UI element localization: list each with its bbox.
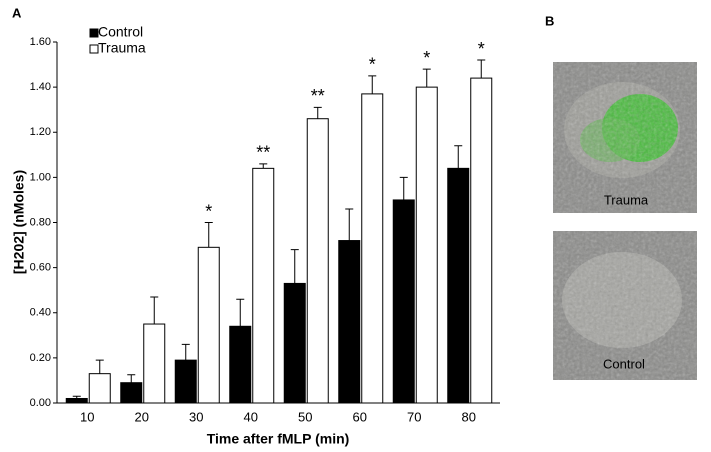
bar xyxy=(88,373,111,404)
significance-marker: * xyxy=(369,55,376,75)
bar xyxy=(252,167,275,404)
legend-swatch xyxy=(89,28,99,38)
error-bar xyxy=(290,249,299,284)
x-tick-label: 10 xyxy=(80,409,94,424)
significance-marker: * xyxy=(478,39,485,59)
y-axis-title: [H202] (nMoles) xyxy=(11,170,27,274)
bar xyxy=(338,240,361,404)
y-tick-label: 0.60 xyxy=(30,262,51,274)
significance-marker: * xyxy=(423,48,430,68)
error-bar xyxy=(127,374,136,383)
y-tick-label: 0.80 xyxy=(30,216,51,228)
y-tick-label: 1.00 xyxy=(30,171,51,183)
y-tick-label: 1.20 xyxy=(30,126,51,138)
x-tick-label: 30 xyxy=(189,409,203,424)
legend-label: Control xyxy=(98,24,143,40)
error-bar xyxy=(72,395,81,399)
bar xyxy=(447,167,470,404)
significance-marker: * xyxy=(205,201,212,221)
bar xyxy=(143,323,166,404)
bar xyxy=(229,325,252,404)
error-bar xyxy=(345,208,354,241)
y-tick-label: 0.20 xyxy=(30,352,51,364)
bar xyxy=(120,382,143,404)
bar xyxy=(306,118,329,404)
error-bar xyxy=(95,359,104,374)
x-tick-label: 40 xyxy=(244,409,258,424)
y-tick-label: 0.40 xyxy=(30,307,51,319)
x-tick-label: 50 xyxy=(298,409,312,424)
y-tick-label: 1.40 xyxy=(30,81,51,93)
error-bar xyxy=(422,68,431,88)
error-bar xyxy=(454,145,463,169)
bar xyxy=(415,86,438,404)
image-caption: Trauma xyxy=(604,192,649,207)
significance-marker: ** xyxy=(256,143,270,163)
image-caption: Control xyxy=(603,356,645,371)
error-bar xyxy=(477,59,486,79)
error-bar xyxy=(150,296,159,325)
x-tick-label: 70 xyxy=(407,409,421,424)
y-tick-label: 1.60 xyxy=(30,36,51,48)
bar xyxy=(392,199,415,404)
error-bar xyxy=(259,163,268,169)
y-tick-label: 0.00 xyxy=(30,397,51,409)
legend-swatch xyxy=(89,44,99,54)
micrograph-trauma xyxy=(553,62,697,213)
panel-label: B xyxy=(545,13,554,28)
legend-label: Trauma xyxy=(98,40,146,56)
error-bar xyxy=(313,106,322,119)
x-tick-label: 60 xyxy=(353,409,367,424)
bar xyxy=(174,359,197,404)
bar xyxy=(197,246,220,404)
x-tick-label: 20 xyxy=(135,409,149,424)
bar xyxy=(470,77,493,404)
significance-marker: ** xyxy=(311,86,325,106)
error-bar xyxy=(368,75,377,94)
error-bar xyxy=(236,298,245,327)
bar xyxy=(361,93,384,404)
micrograph-control xyxy=(553,231,697,380)
error-bar xyxy=(181,343,190,361)
error-bar xyxy=(399,176,408,200)
bar xyxy=(283,282,306,404)
error-bar xyxy=(204,222,213,248)
x-tick-label: 80 xyxy=(462,409,476,424)
x-axis-title: Time after fMLP (min) xyxy=(207,431,350,447)
bar xyxy=(65,397,88,404)
panel-label: A xyxy=(12,5,22,20)
